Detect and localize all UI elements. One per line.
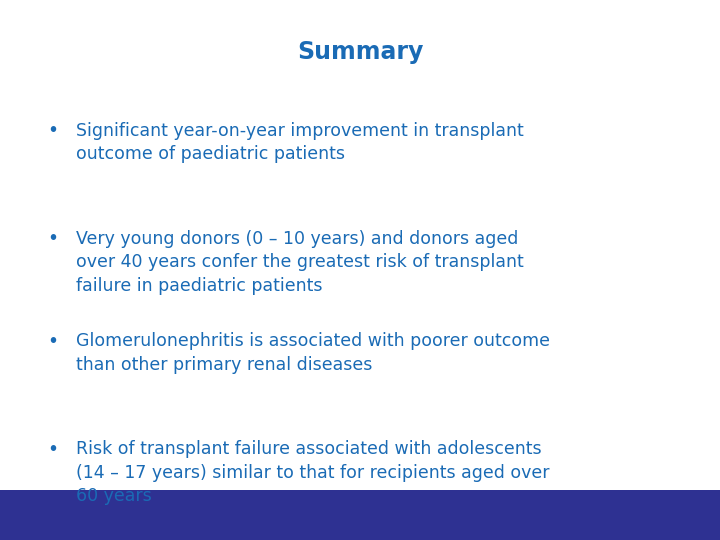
Text: Significant year-on-year improvement in transplant
outcome of paediatric patient: Significant year-on-year improvement in … xyxy=(76,122,523,163)
Text: Summary: Summary xyxy=(297,40,423,64)
Text: •: • xyxy=(47,122,58,140)
Text: Risk of transplant failure associated with adolescents
(14 – 17 years) similar t: Risk of transplant failure associated wi… xyxy=(76,440,549,505)
Text: •: • xyxy=(47,230,58,248)
Text: Glomerulonephritis is associated with poorer outcome
than other primary renal di: Glomerulonephritis is associated with po… xyxy=(76,332,549,374)
Text: Very young donors (0 – 10 years) and donors aged
over 40 years confer the greate: Very young donors (0 – 10 years) and don… xyxy=(76,230,523,295)
Text: •: • xyxy=(47,332,58,351)
FancyBboxPatch shape xyxy=(0,490,720,540)
Text: •: • xyxy=(47,440,58,459)
